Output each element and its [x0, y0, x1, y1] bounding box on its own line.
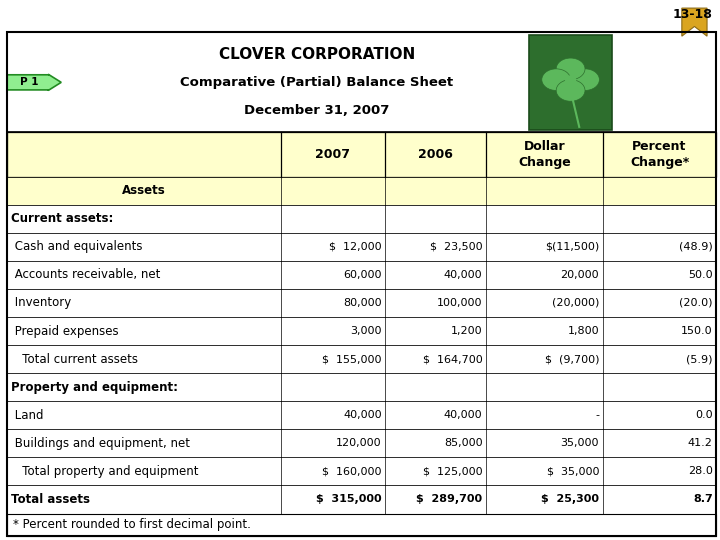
- FancyArrow shape: [7, 75, 61, 91]
- Text: Dollar
Change: Dollar Change: [518, 140, 571, 169]
- Text: 80,000: 80,000: [343, 298, 382, 308]
- Text: 40,000: 40,000: [343, 410, 382, 420]
- Circle shape: [565, 76, 577, 84]
- Text: $  315,000: $ 315,000: [316, 495, 382, 504]
- Bar: [7, 345, 716, 373]
- Text: $  (9,700): $ (9,700): [544, 354, 599, 364]
- Bar: [7, 457, 716, 485]
- Text: $  23,500: $ 23,500: [430, 242, 482, 252]
- Text: 120,000: 120,000: [336, 438, 382, 448]
- Bar: [7, 429, 716, 457]
- Bar: [7, 205, 716, 233]
- Text: 40,000: 40,000: [444, 270, 482, 280]
- Text: 8.7: 8.7: [693, 495, 713, 504]
- Text: Inventory: Inventory: [11, 296, 71, 309]
- Text: Land: Land: [11, 409, 43, 422]
- Text: $  160,000: $ 160,000: [322, 467, 382, 476]
- Bar: [7, 261, 716, 289]
- Text: P 1: P 1: [19, 77, 38, 87]
- Bar: [7, 401, 716, 429]
- Circle shape: [557, 58, 585, 80]
- Text: (5.9): (5.9): [686, 354, 713, 364]
- Text: 2006: 2006: [418, 148, 453, 161]
- Text: $  12,000: $ 12,000: [329, 242, 382, 252]
- Text: 0.0: 0.0: [696, 410, 713, 420]
- Text: Accounts receivable, net: Accounts receivable, net: [11, 268, 160, 281]
- Circle shape: [541, 69, 570, 91]
- Text: Prepaid expenses: Prepaid expenses: [11, 325, 118, 338]
- Text: Cash and equivalents: Cash and equivalents: [11, 240, 143, 253]
- Text: 85,000: 85,000: [444, 438, 482, 448]
- Text: 50.0: 50.0: [688, 270, 713, 280]
- Text: December 31, 2007: December 31, 2007: [244, 104, 390, 117]
- Text: (20.0): (20.0): [679, 298, 713, 308]
- Circle shape: [557, 80, 585, 102]
- Bar: [7, 514, 716, 536]
- Bar: [7, 373, 716, 401]
- Text: Total property and equipment: Total property and equipment: [11, 465, 198, 478]
- Text: Total assets: Total assets: [11, 493, 90, 506]
- Text: 100,000: 100,000: [437, 298, 482, 308]
- Bar: [7, 177, 716, 205]
- Text: 1,800: 1,800: [567, 326, 599, 336]
- Bar: [529, 35, 612, 130]
- Bar: [7, 317, 716, 345]
- Text: Buildings and equipment, net: Buildings and equipment, net: [11, 437, 190, 450]
- Text: 2007: 2007: [315, 148, 351, 161]
- Bar: [7, 132, 716, 177]
- Text: Property and equipment:: Property and equipment:: [11, 381, 178, 394]
- Text: 20,000: 20,000: [560, 270, 599, 280]
- Text: Percent
Change*: Percent Change*: [630, 140, 689, 169]
- Text: $  125,000: $ 125,000: [423, 467, 482, 476]
- Text: -: -: [595, 410, 599, 420]
- Text: $  155,000: $ 155,000: [322, 354, 382, 364]
- Bar: [7, 289, 716, 317]
- Bar: [7, 233, 716, 261]
- Text: (48.9): (48.9): [679, 242, 713, 252]
- Bar: [7, 32, 716, 132]
- Text: 28.0: 28.0: [688, 467, 713, 476]
- Text: 1,200: 1,200: [451, 326, 482, 336]
- Text: Current assets:: Current assets:: [11, 212, 113, 225]
- Text: $  25,300: $ 25,300: [541, 495, 599, 504]
- Text: 13-18: 13-18: [673, 8, 713, 21]
- Text: $(11,500): $(11,500): [545, 242, 599, 252]
- Text: 35,000: 35,000: [561, 438, 599, 448]
- Bar: [7, 485, 716, 514]
- Text: 3,000: 3,000: [350, 326, 382, 336]
- Text: CLOVER CORPORATION: CLOVER CORPORATION: [219, 47, 415, 62]
- Text: 60,000: 60,000: [343, 270, 382, 280]
- Text: Comparative (Partial) Balance Sheet: Comparative (Partial) Balance Sheet: [180, 76, 454, 89]
- Text: $  164,700: $ 164,700: [423, 354, 482, 364]
- Text: 40,000: 40,000: [444, 410, 482, 420]
- Polygon shape: [682, 8, 707, 36]
- Text: 150.0: 150.0: [681, 326, 713, 336]
- Circle shape: [571, 69, 600, 91]
- Text: Total current assets: Total current assets: [11, 353, 138, 366]
- Text: * Percent rounded to first decimal point.: * Percent rounded to first decimal point…: [13, 518, 251, 531]
- Text: (20,000): (20,000): [552, 298, 599, 308]
- Text: $  289,700: $ 289,700: [416, 495, 482, 504]
- Text: $  35,000: $ 35,000: [546, 467, 599, 476]
- Text: Assets: Assets: [122, 184, 166, 197]
- Text: 41.2: 41.2: [688, 438, 713, 448]
